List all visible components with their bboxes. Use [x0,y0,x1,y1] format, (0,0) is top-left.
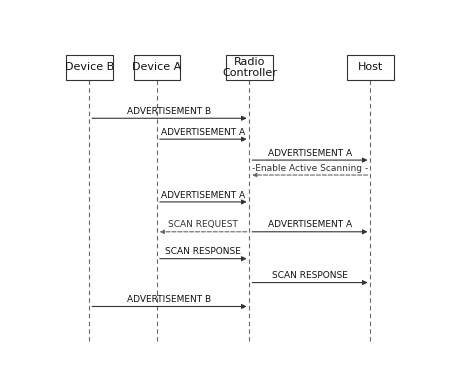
Text: Device A: Device A [132,62,182,73]
Text: ADVERTISEMENT A: ADVERTISEMENT A [268,220,352,229]
Text: SCAN RESPONSE: SCAN RESPONSE [165,247,241,256]
Text: Device B: Device B [65,62,114,73]
Text: Host: Host [358,62,383,73]
Bar [66,55,112,80]
Text: ADVERTISEMENT A: ADVERTISEMENT A [161,128,245,137]
Text: ADVERTISEMENT B: ADVERTISEMENT B [127,295,212,304]
Text: ADVERTISEMENT B: ADVERTISEMENT B [127,107,212,116]
Text: SCAN RESPONSE: SCAN RESPONSE [272,271,348,280]
Text: Radio
Controller: Radio Controller [222,57,277,78]
Text: SCAN REQUEST: SCAN REQUEST [168,220,238,229]
Text: ADVERTISEMENT A: ADVERTISEMENT A [161,191,245,199]
Bar [226,55,273,80]
Text: -Enable Active Scanning -: -Enable Active Scanning - [252,164,368,173]
Text: ADVERTISEMENT A: ADVERTISEMENT A [268,149,352,158]
Bar [134,55,180,80]
Bar [347,55,393,80]
